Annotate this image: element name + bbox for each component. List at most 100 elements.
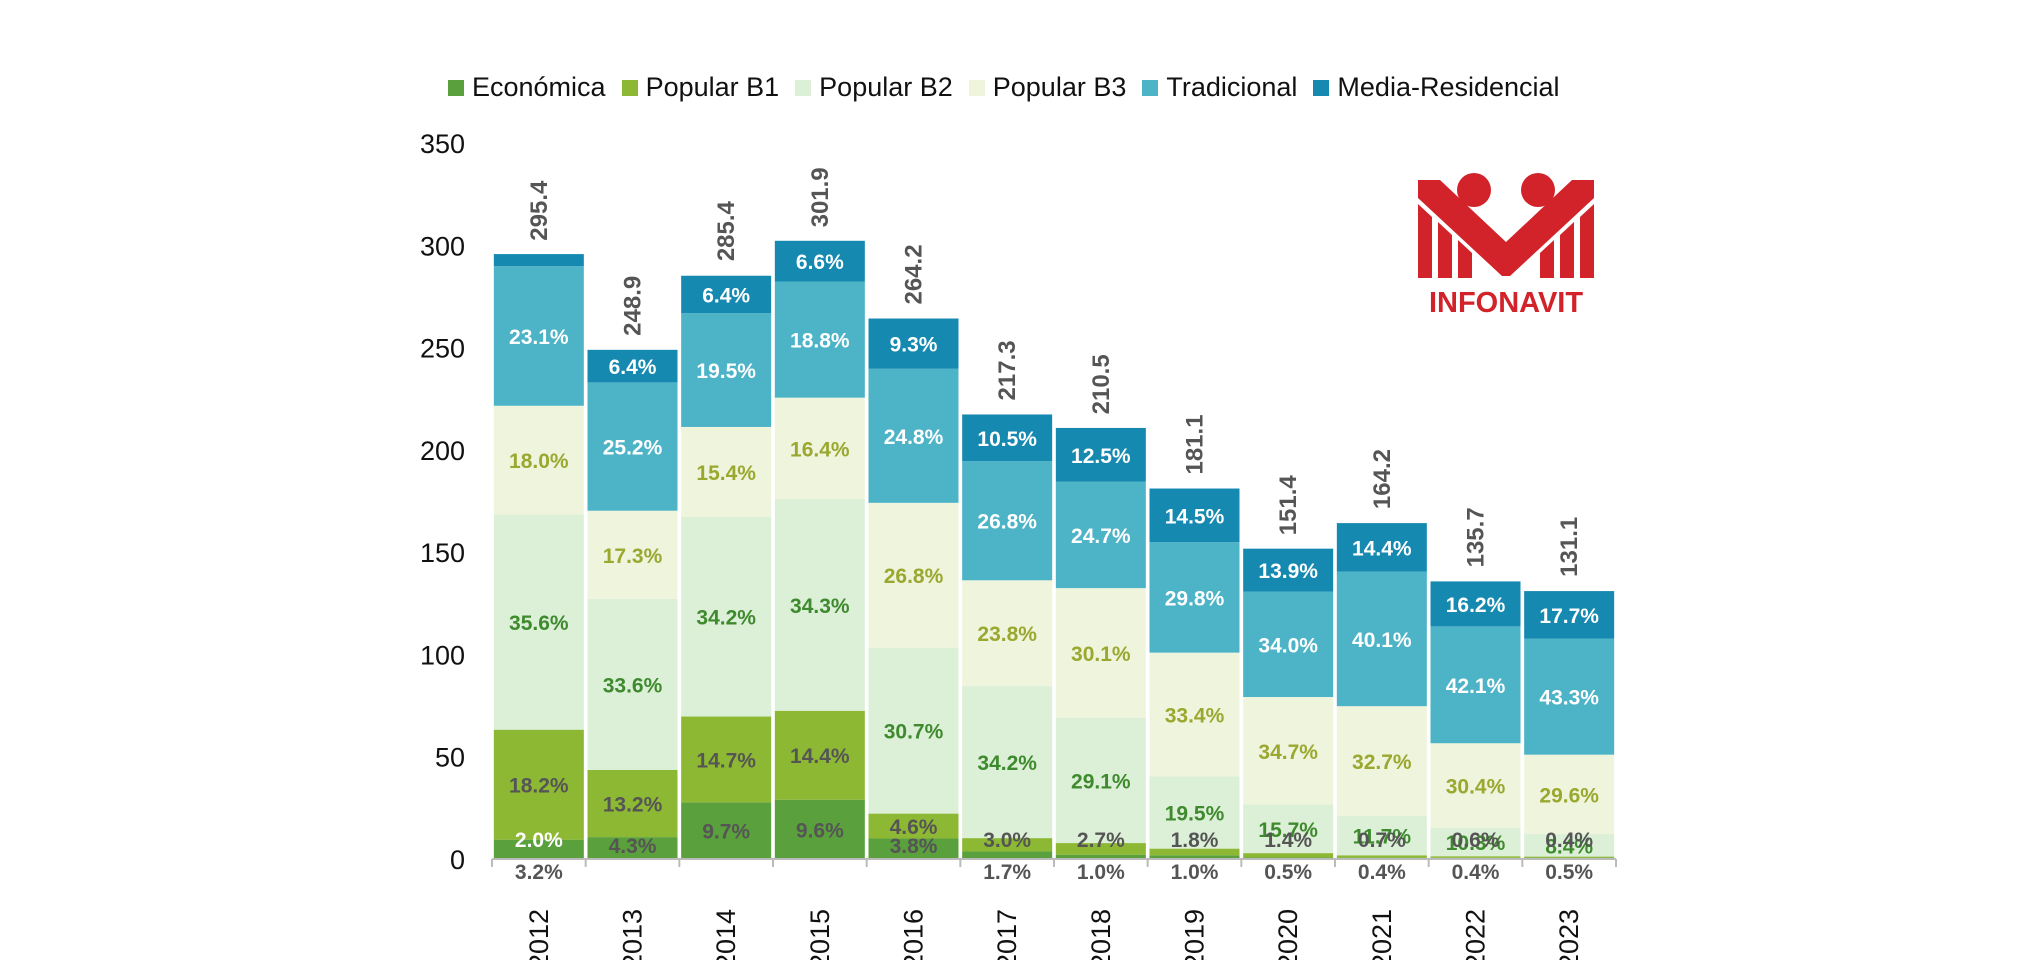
bar-segment[interactable] (868, 838, 959, 859)
bar-segment[interactable] (1524, 834, 1615, 857)
bar-stack-2023: 8.4% 29.6% 43.3% 17.7% 0.5% 0.4% 131.1 (1524, 517, 1615, 884)
bar-segment[interactable] (1336, 816, 1427, 856)
bar-segment[interactable] (681, 275, 772, 314)
bar-segment[interactable] (1524, 856, 1615, 858)
bar-segment[interactable] (681, 716, 772, 803)
bar-segment[interactable] (1149, 855, 1240, 859)
bar-segment[interactable] (493, 729, 584, 840)
data-label: 2.0% (515, 829, 563, 852)
bar-segment[interactable] (493, 266, 584, 406)
bar-segment[interactable] (774, 397, 865, 499)
bar-segment[interactable] (1149, 652, 1240, 777)
legend-item-popular-b1[interactable]: Popular B1 (621, 72, 779, 103)
data-label: 30.7% (884, 721, 944, 744)
data-label: 23.8% (977, 623, 1037, 646)
bar-segment[interactable] (774, 281, 865, 398)
bar-segment[interactable] (1055, 481, 1146, 589)
bar-segment[interactable] (868, 647, 959, 814)
bar-segment[interactable] (587, 598, 678, 770)
bar-segment[interactable] (774, 240, 865, 282)
data-label: 40.1% (1352, 629, 1412, 652)
bar-segment[interactable] (1243, 853, 1334, 858)
infonavit-logo: INFONAVIT (1418, 173, 1594, 319)
data-label: 13.9% (1258, 560, 1318, 583)
bar-segment[interactable] (587, 510, 678, 599)
bar-segment[interactable] (493, 405, 584, 515)
data-label: 30.4% (1446, 775, 1506, 798)
bar-segment[interactable] (774, 710, 865, 800)
bar-segment[interactable] (1524, 591, 1615, 639)
data-label: 14.5% (1165, 505, 1225, 528)
bar-segment[interactable] (1055, 854, 1146, 859)
bar-segment[interactable] (1055, 717, 1146, 844)
data-label: 32.7% (1352, 751, 1412, 774)
bar-segment[interactable] (681, 516, 772, 717)
bar-segment[interactable] (1243, 697, 1334, 805)
bar-segment[interactable] (962, 414, 1053, 462)
legend-item-popular-b3[interactable]: Popular B3 (968, 72, 1126, 103)
data-label: 14.4% (1352, 537, 1412, 560)
bar-segment[interactable] (1430, 827, 1521, 857)
bar-segment[interactable] (1430, 743, 1521, 828)
bar-segment[interactable] (1055, 588, 1146, 718)
bar-segment[interactable] (774, 498, 865, 711)
bar-segment[interactable] (1149, 488, 1240, 543)
bar-stack-2022: 10.3% 30.4% 42.1% 16.2% 0.4% 0.6% 135.7 (1430, 507, 1521, 884)
bar-segment[interactable] (1336, 706, 1427, 817)
y-axis: 0 50 100 150 200 250 300 350 (420, 129, 465, 875)
bar-segment[interactable] (962, 851, 1053, 859)
bar-segment[interactable] (962, 686, 1053, 839)
data-label: 1.0% (1077, 861, 1125, 884)
bar-segment[interactable] (962, 838, 1053, 852)
bar-segment[interactable] (1336, 523, 1427, 572)
bar-segment[interactable] (1243, 548, 1334, 592)
bar-stack-2012: 18.2% 35.6% 18.0% 23.1% 3.2% 2.0% 295.4 (493, 180, 584, 884)
y-tick-label: 350 (420, 129, 465, 159)
bar-segment[interactable] (587, 382, 678, 511)
bar-segment[interactable] (681, 426, 772, 517)
bar-segment[interactable] (1243, 804, 1334, 854)
bar-segment[interactable] (587, 349, 678, 383)
bar-segment[interactable] (1055, 843, 1146, 855)
bar-segment[interactable] (681, 313, 772, 427)
total-label: 210.5 (1088, 354, 1115, 414)
bar-segment[interactable] (962, 580, 1053, 687)
bar-segment[interactable] (587, 769, 678, 838)
bar-segment[interactable] (1055, 427, 1146, 482)
legend-item-economica[interactable]: Económica (448, 72, 606, 103)
legend-item-tradicional[interactable]: Tradicional (1142, 72, 1297, 103)
bar-segment[interactable] (774, 799, 865, 859)
bar-segment[interactable] (962, 461, 1053, 581)
bar-segment[interactable] (868, 813, 959, 839)
bar-segment[interactable] (587, 837, 678, 859)
bar-segment[interactable] (493, 839, 584, 859)
legend-item-media-residencial[interactable]: Media-Residencial (1313, 72, 1560, 103)
logo-text: INFONAVIT (1429, 287, 1583, 319)
bar-segment[interactable] (1149, 848, 1240, 856)
bar-segment[interactable] (1149, 776, 1240, 849)
bar-segment[interactable] (493, 514, 584, 730)
legend-item-popular-b2[interactable]: Popular B2 (795, 72, 953, 103)
bar-segment[interactable] (1524, 638, 1615, 755)
bar-stack-2016: 4.6% 30.7% 26.8% 24.8% 9.3% 3.8% 264.2 (868, 244, 959, 859)
bar-segment[interactable] (681, 802, 772, 859)
bar-segment[interactable] (868, 502, 959, 648)
data-label: 3.8% (890, 835, 938, 858)
data-label: 0.4% (1358, 861, 1406, 884)
bar-segment[interactable] (1524, 754, 1615, 835)
bar-segment[interactable] (1336, 571, 1427, 707)
y-tick-label: 0 (450, 845, 465, 875)
x-tick-label: 2015 (805, 909, 835, 960)
bar-segment[interactable] (1430, 626, 1521, 744)
bar-segment[interactable] (868, 318, 959, 369)
data-label: 15.7% (1258, 819, 1318, 842)
data-label: 1.4% (1264, 829, 1312, 852)
bar-segment[interactable] (868, 368, 959, 503)
total-label: 164.2 (1369, 449, 1396, 509)
bar-segment[interactable] (493, 254, 584, 267)
bar-segment[interactable] (1336, 855, 1427, 858)
bar-segment[interactable] (1243, 591, 1334, 698)
bar-segment[interactable] (1430, 581, 1521, 627)
bar-segment[interactable] (1430, 856, 1521, 858)
bar-segment[interactable] (1149, 542, 1240, 653)
